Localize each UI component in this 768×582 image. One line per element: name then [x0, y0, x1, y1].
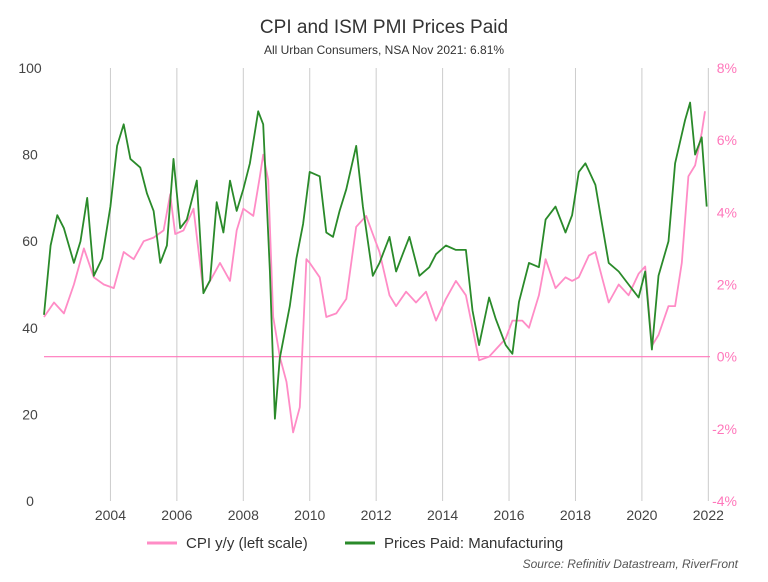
left-tick-label: 60	[22, 233, 38, 249]
legend: CPI y/y (left scale) Prices Paid: Manufa…	[147, 535, 563, 552]
left-tick-label: 20	[22, 406, 38, 422]
chart-title: CPI and ISM PMI Prices Paid	[260, 17, 508, 38]
x-tick-label: 2020	[626, 507, 657, 523]
x-tick-label: 2016	[493, 507, 524, 523]
right-tick-label: 6%	[717, 132, 737, 148]
left-axis: 0 20 40 60 80 100	[18, 60, 42, 509]
right-tick-label: 8%	[717, 60, 737, 76]
legend-cpi-label: CPI y/y (left scale)	[186, 535, 308, 552]
chart-subtitle: All Urban Consumers, NSA Nov 2021: 6.81%	[264, 43, 504, 57]
right-tick-label: 0%	[717, 349, 737, 365]
x-tick-label: 2014	[427, 507, 458, 523]
x-axis: 2004 2006 2008 2010 2012 2014 2016 2018 2020 2022	[95, 507, 724, 523]
series-layer	[43, 101, 708, 434]
left-tick-label: 80	[22, 147, 38, 163]
left-tick-label: 0	[26, 493, 34, 509]
right-tick-label: -2%	[712, 421, 737, 437]
right-tick-label: 2%	[717, 277, 737, 293]
series-line-cpi	[43, 111, 706, 434]
x-tick-label: 2004	[95, 507, 126, 523]
left-tick-label: 100	[18, 60, 42, 76]
x-tick-label: 2010	[294, 507, 325, 523]
x-tick-label: 2008	[228, 507, 259, 523]
legend-pmi-label: Prices Paid: Manufacturing	[384, 535, 563, 552]
right-axis: -4% -2% 0% 2% 4% 6% 8%	[712, 60, 737, 509]
left-tick-label: 40	[22, 320, 38, 336]
right-tick-label: 4%	[717, 204, 737, 220]
right-tick-label: -4%	[712, 493, 737, 509]
x-tick-label: 2022	[693, 507, 724, 523]
x-tick-label: 2018	[560, 507, 591, 523]
source-note: Source: Refinitiv Datastream, RiverFront	[523, 557, 739, 571]
x-tick-label: 2012	[361, 507, 392, 523]
x-tick-label: 2006	[161, 507, 192, 523]
series-line-pmi	[43, 101, 708, 420]
